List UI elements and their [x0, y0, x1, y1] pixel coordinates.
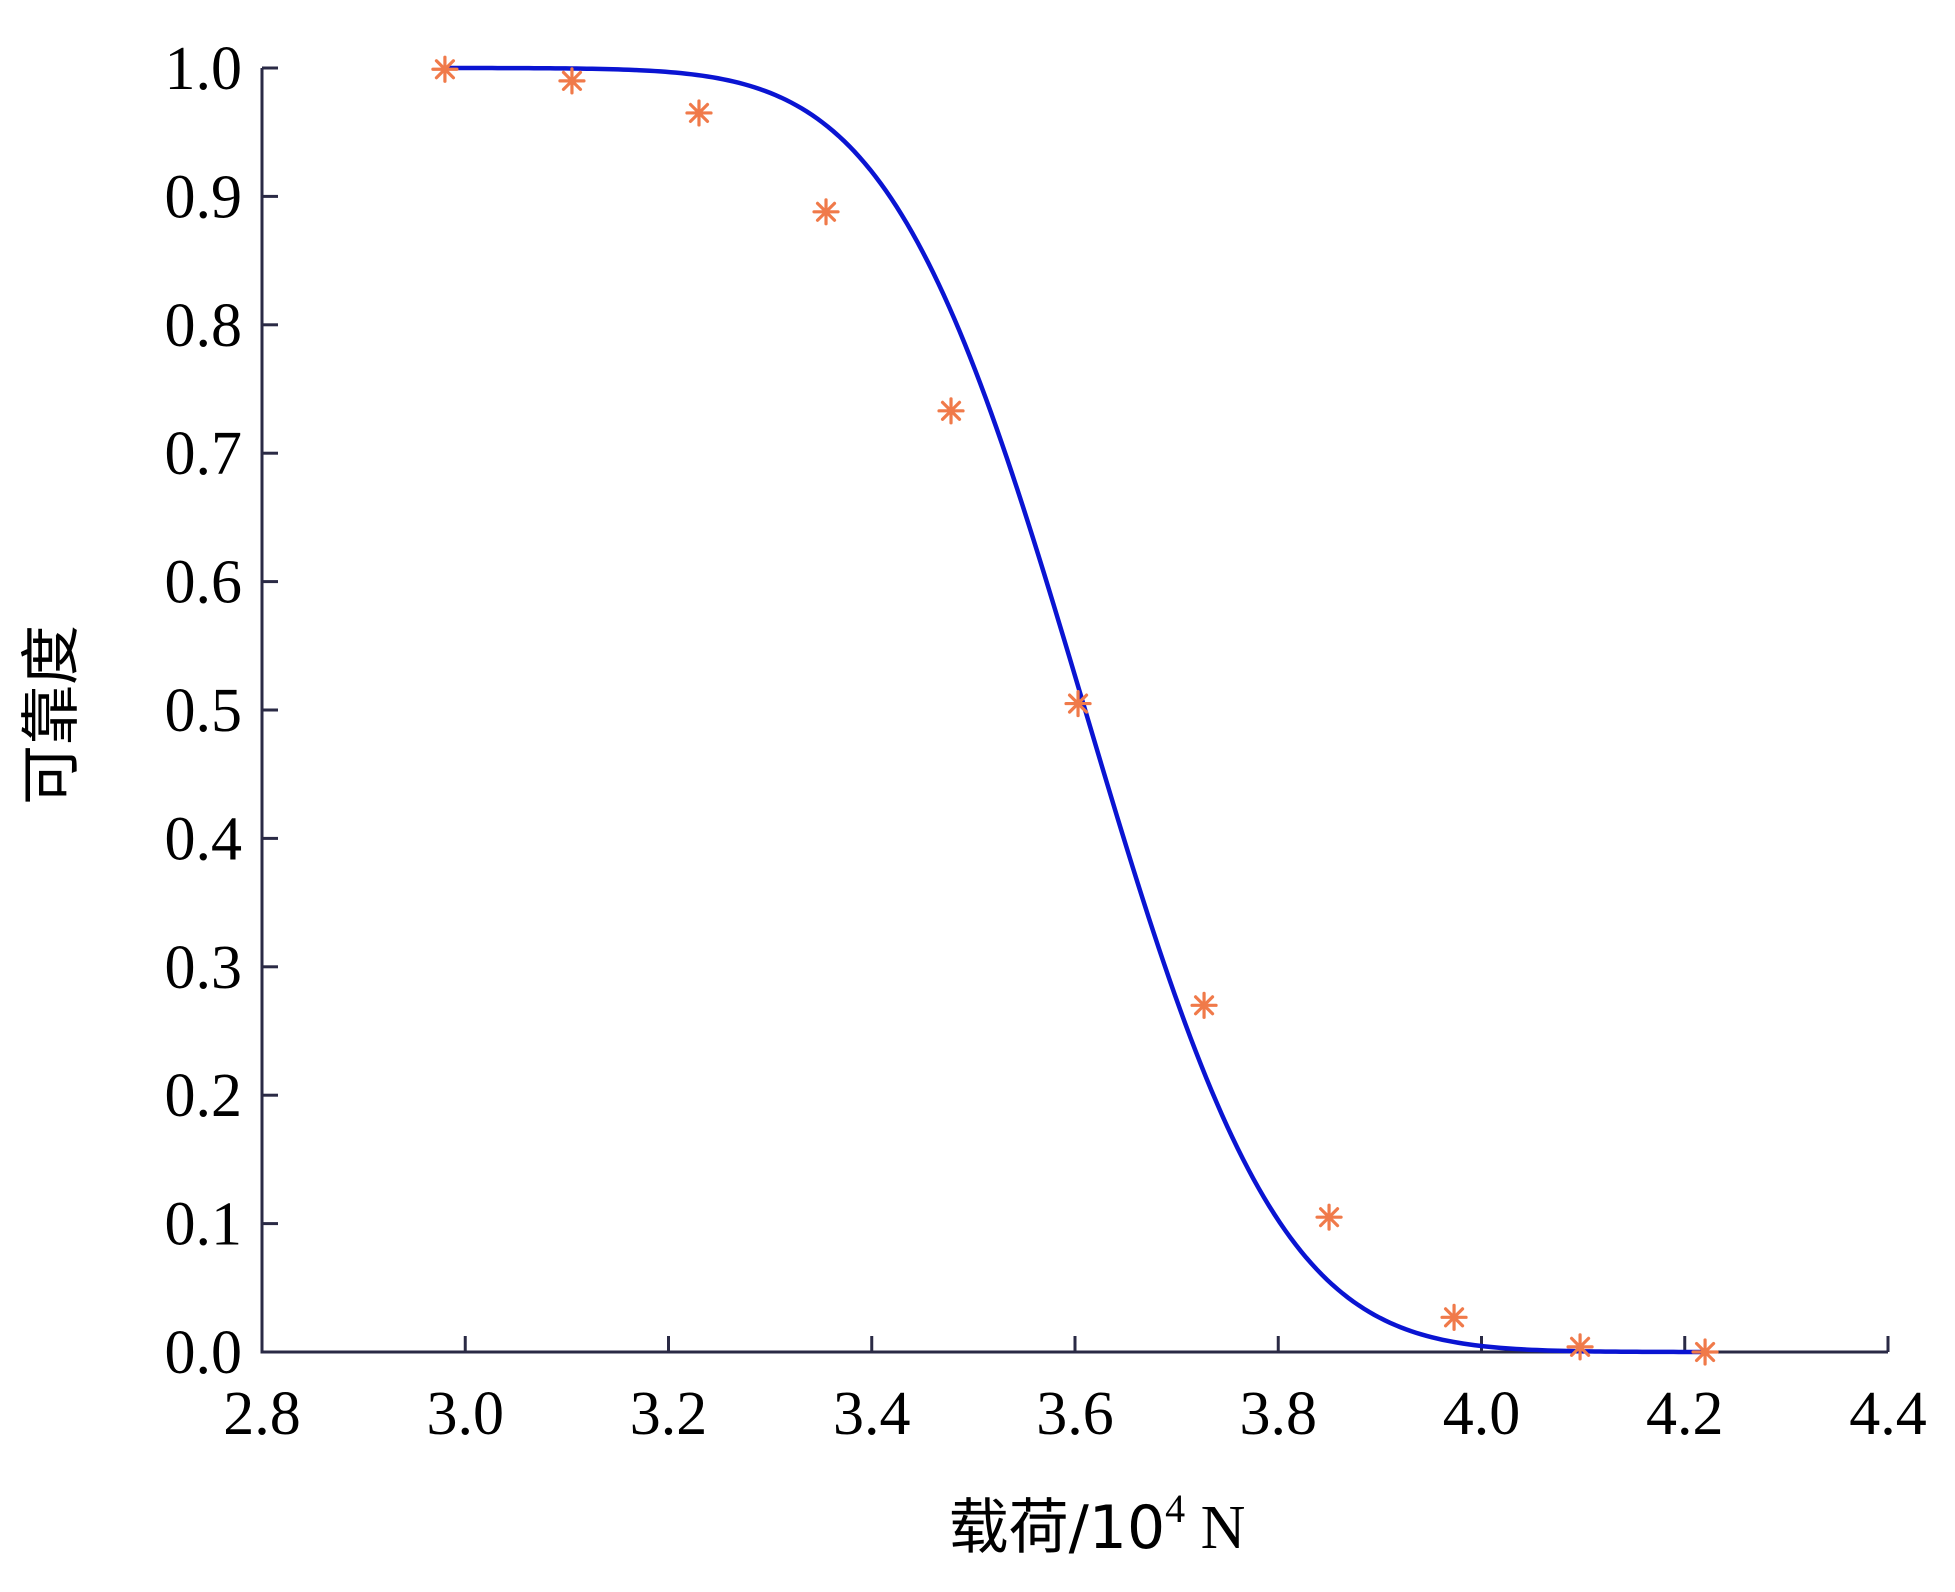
- y-tick-label: 0.7: [165, 420, 243, 488]
- x-axis-label-main: 载荷/10: [949, 1493, 1166, 1563]
- data-point: [558, 67, 586, 95]
- y-tick-label: 0.0: [165, 1319, 243, 1387]
- x-tick-label: 4.2: [1646, 1380, 1724, 1448]
- y-axis-label: 可靠度: [17, 625, 87, 805]
- x-axis-label: 载荷/104 N: [949, 1486, 1246, 1563]
- reliability-curve: [444, 65, 1706, 1355]
- y-tick-label: 0.5: [165, 677, 243, 745]
- axis-lines: [260, 68, 1888, 1354]
- y-tick-label: 0.4: [165, 805, 243, 873]
- y-tick-label: 1.0: [165, 35, 243, 103]
- x-tick-label: 3.6: [1036, 1380, 1114, 1448]
- data-point: [431, 55, 459, 83]
- x-axis-ticks: 2.8 3.0 3.2 3.4 3.6 3.8 4.0 4.2 4.4: [223, 1336, 1927, 1448]
- data-markers: [431, 55, 1719, 1366]
- data-point: [1315, 1203, 1343, 1231]
- y-tick-label: 0.8: [165, 292, 243, 360]
- x-tick-label: 3.4: [833, 1380, 911, 1448]
- y-tick-label: 0.6: [165, 549, 243, 617]
- x-axis-label-unit: N: [1185, 1494, 1245, 1562]
- axes: [260, 68, 1888, 1354]
- y-tick-label: 0.9: [165, 163, 243, 231]
- x-tick-label: 3.0: [427, 1380, 505, 1448]
- data-point: [685, 99, 713, 127]
- data-point: [812, 198, 840, 226]
- data-point: [1064, 689, 1092, 718]
- data-point: [937, 397, 965, 425]
- x-axis-label-exponent: 4: [1165, 1486, 1185, 1531]
- y-axis-ticks: 0.0 0.1 0.2 0.3 0.4 0.5 0.6 0.7 0.8 0.9 1.0: [165, 35, 278, 1387]
- y-tick-label: 0.1: [165, 1191, 243, 1259]
- x-tick-label: 2.8: [223, 1380, 301, 1448]
- data-point: [1440, 1303, 1468, 1331]
- y-tick-label: 0.2: [165, 1062, 243, 1130]
- x-tick-label: 4.4: [1849, 1380, 1927, 1448]
- data-point: [1566, 1333, 1594, 1361]
- x-tick-label: 4.0: [1443, 1380, 1521, 1448]
- x-tick-label: 3.8: [1240, 1380, 1318, 1448]
- data-point: [1190, 991, 1218, 1019]
- x-tick-label: 3.2: [630, 1380, 708, 1448]
- y-tick-label: 0.3: [165, 934, 243, 1002]
- data-point: [1691, 1338, 1719, 1366]
